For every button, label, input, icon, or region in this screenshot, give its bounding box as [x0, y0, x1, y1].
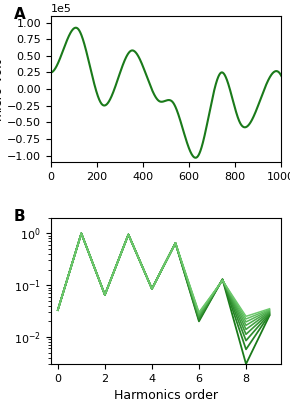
Text: A: A	[14, 7, 26, 22]
Y-axis label: micro-Volt: micro-Volt	[0, 58, 4, 120]
Text: B: B	[14, 209, 26, 224]
X-axis label: Harmonics order: Harmonics order	[114, 389, 218, 400]
